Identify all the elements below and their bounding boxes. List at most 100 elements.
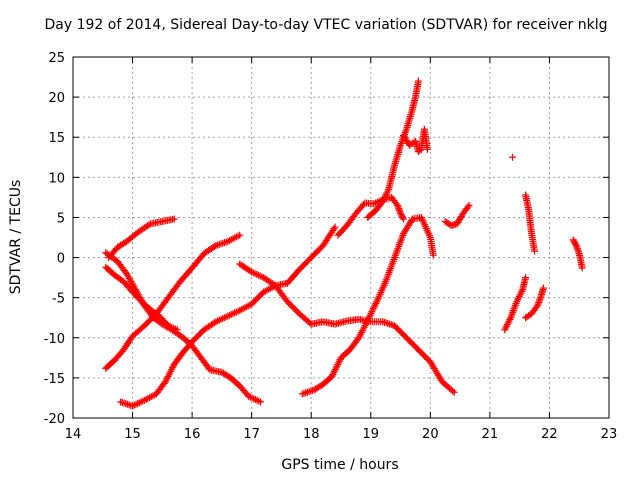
data-point-track-12 (513, 298, 521, 306)
data-point-track-5 (219, 315, 227, 323)
data-point-track-11 (454, 218, 462, 226)
data-point-track-6 (249, 269, 257, 277)
data-point-track-7 (367, 309, 375, 317)
data-point-track-12 (514, 296, 522, 304)
data-point-track-5 (330, 225, 338, 233)
data-point-track-13 (509, 153, 517, 161)
data-point-track-12 (504, 319, 512, 327)
data-point-track-10 (423, 145, 431, 153)
data-point-track-11 (465, 201, 473, 209)
data-point-track-1 (248, 394, 256, 402)
data-point-track-7 (328, 372, 336, 380)
data-point-track-3 (234, 232, 242, 240)
data-point-track-5 (220, 314, 228, 322)
data-point-track-5 (129, 402, 137, 410)
chart-title: Day 192 of 2014, Sidereal Day-to-day VTE… (45, 17, 608, 33)
plot-frame (72, 56, 610, 419)
data-point-track-7 (335, 359, 343, 367)
axis-ticks: 14 15 16 17 18 19 20 21 22 23 -20 -15 -10 -5 0 5 10 15 20 2… (44, 51, 618, 442)
data-point-track-5 (217, 315, 225, 323)
data-point-track-14 (531, 247, 539, 255)
data-point-track-5 (227, 311, 235, 319)
y-axis-label: SDTVAR / TECUs (8, 180, 24, 295)
data-point-track-11 (456, 215, 464, 223)
data-point-track-7 (365, 313, 373, 321)
data-point-track-9 (380, 196, 388, 204)
data-point-track-5 (222, 313, 230, 321)
x-tick-label: 16 (184, 427, 201, 442)
x-tick-label: 21 (482, 427, 499, 442)
data-point-track-5 (212, 318, 220, 326)
data-point-track-16 (578, 264, 586, 272)
data-point-track-7 (330, 369, 338, 377)
data-point-track-7 (334, 361, 342, 369)
data-point-track-5 (132, 400, 140, 408)
data-point-track-11 (457, 214, 465, 222)
data-point-track-2 (173, 326, 181, 334)
data-point-track-1 (250, 395, 258, 403)
data-point-track-3 (236, 231, 244, 239)
data-point-track-5 (229, 310, 237, 318)
data-point-track-5 (232, 308, 240, 316)
data-point-track-1 (251, 396, 259, 404)
data-point-track-7 (429, 251, 437, 259)
data-point-track-12 (501, 326, 509, 334)
data-point-track-12 (503, 321, 511, 329)
data-point-track-12 (522, 274, 530, 282)
y-tick-label: 25 (48, 51, 65, 66)
x-tick-label: 17 (243, 427, 260, 442)
data-point-track-8 (360, 200, 368, 208)
grid (73, 57, 609, 418)
data-point-track-7 (371, 301, 379, 309)
x-tick-label: 15 (124, 427, 141, 442)
data-point-track-5 (135, 399, 143, 407)
data-point-track-4 (145, 221, 153, 229)
data-point-track-6 (450, 388, 458, 396)
data-point-track-7 (333, 362, 341, 370)
data-point-track-7 (366, 311, 374, 319)
data-point-track-12 (502, 324, 510, 332)
x-tick-label: 20 (422, 427, 439, 442)
data-point-track-7 (372, 299, 380, 307)
data-point-track-7 (368, 308, 376, 316)
data-point-track-8 (400, 215, 408, 223)
data-point-track-12 (518, 287, 526, 295)
data-point-track-12 (516, 291, 524, 299)
y-tick-label: -20 (44, 412, 65, 427)
data-point-track-9 (380, 194, 388, 202)
data-point-track-5 (137, 398, 145, 406)
data-point-track-7 (331, 366, 339, 374)
data-point-track-11 (453, 220, 461, 228)
data-point-track-7 (329, 371, 337, 379)
data-point-track-16 (572, 240, 579, 248)
data-point-track-6 (254, 271, 262, 279)
data-point-track-5 (215, 316, 223, 324)
data-point-track-6 (251, 270, 259, 278)
data-point-track-4 (170, 215, 178, 223)
data-point-track-5 (331, 223, 339, 231)
data-point-track-11 (464, 203, 472, 211)
y-tick-label: 5 (57, 211, 65, 226)
y-tick-label: 10 (48, 171, 65, 186)
data-point-track-5 (139, 397, 147, 405)
data-point-track-7 (331, 367, 339, 375)
data-point-track-6 (248, 268, 256, 276)
y-tick-label: 0 (57, 252, 65, 267)
data-point-track-9 (384, 187, 392, 195)
data-point-track-11 (457, 212, 465, 220)
data-point-track-8 (399, 214, 407, 222)
data-point-track-5 (234, 307, 242, 315)
data-point-track-6 (449, 387, 457, 395)
data-point-track-5 (226, 311, 234, 319)
data-point-track-1 (257, 398, 265, 406)
data-point-track-7 (364, 316, 372, 324)
data-point-track-12 (514, 294, 522, 302)
y-tick-label: 20 (48, 91, 65, 106)
x-tick-label: 23 (601, 427, 618, 442)
data-point-track-5 (224, 312, 232, 320)
data-point-track-7 (369, 304, 377, 312)
x-tick-label: 19 (363, 427, 380, 442)
data-point-track-9 (383, 189, 391, 197)
data-point-track-9 (414, 77, 422, 85)
